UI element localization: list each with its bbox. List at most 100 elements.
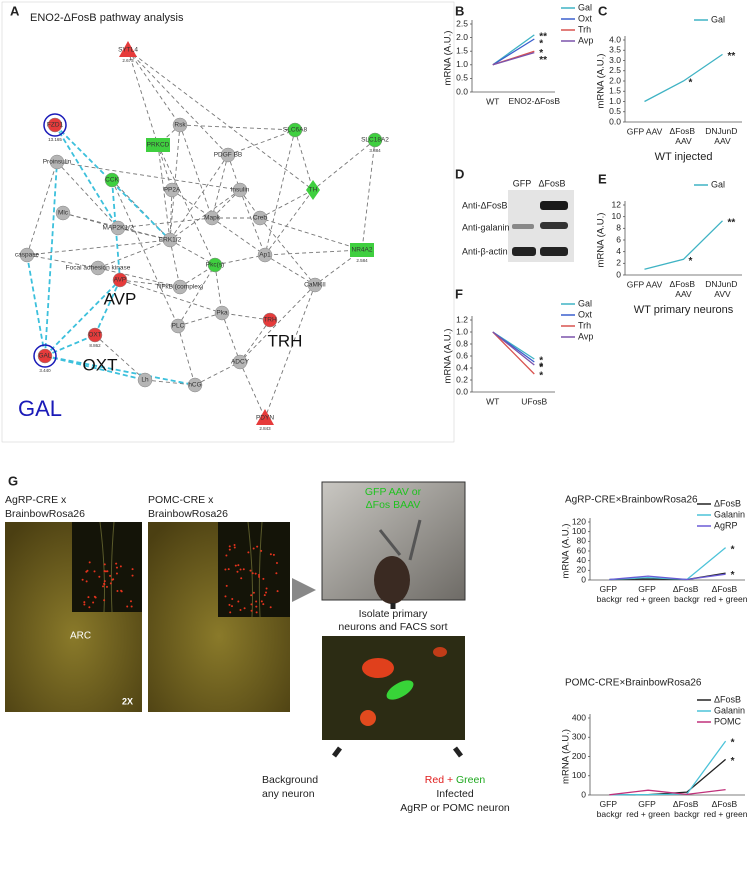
x-tick-label: WT [486, 96, 499, 106]
network-edge [169, 154, 229, 241]
node [146, 138, 170, 152]
red-cell [104, 570, 107, 573]
x-tick-label: ΔFosB red + green [704, 584, 748, 604]
green-label: Green [456, 774, 485, 786]
y-tick-label: 200 [572, 751, 586, 761]
strain-label: BrainbowRosa26 [148, 508, 228, 520]
node [87, 327, 103, 343]
y-axis-label: mRNA (A.U.) [443, 31, 454, 86]
y-tick-label: 0.0 [456, 386, 468, 396]
red-cell [109, 582, 112, 585]
node [232, 354, 248, 370]
outcome-label: Red + Green [425, 774, 486, 786]
node [119, 41, 137, 57]
node [90, 260, 106, 276]
red-cell [112, 578, 115, 581]
mouse [374, 556, 410, 604]
y-tick-label: 300 [572, 732, 586, 742]
x-tick-label: DNJunD AVV [705, 279, 739, 299]
blot-row-label: Anti-β-actin [462, 246, 508, 256]
x-tick-label: ENO2-ΔFosB [509, 96, 561, 106]
node-label: Pka [216, 310, 228, 317]
red-cell [265, 591, 268, 594]
red-cell [224, 595, 227, 598]
y-tick-label: 6 [616, 234, 621, 244]
x-tick-label: GFP AAV [627, 279, 663, 289]
significance: ** [728, 51, 736, 62]
highlight-label: AVP [104, 289, 137, 308]
network-edge [239, 189, 266, 256]
y-tick-label: 1.5 [456, 45, 468, 55]
node [306, 180, 320, 200]
x-tick-label: UFosB [521, 396, 547, 406]
red-cell [236, 570, 239, 573]
network-edge [117, 227, 171, 242]
node [287, 122, 303, 138]
node-label: ERK1/2 [159, 237, 182, 244]
red-cell [269, 606, 272, 609]
node [112, 272, 128, 288]
network: SYTL4 2.673 FZD1 13.165 Rsk PDGF BB SLC6A8 SLC1… [15, 41, 389, 431]
node-label: Lh [141, 377, 149, 384]
red-label: Red + [425, 774, 456, 786]
legend-label: Avp [578, 331, 593, 341]
red-cell [233, 544, 236, 547]
red-cell [224, 568, 227, 571]
node [47, 117, 63, 133]
x-tick-label: GFP red + green [626, 799, 670, 819]
node [307, 277, 323, 293]
significance: * [731, 756, 735, 767]
network-edge [119, 279, 181, 290]
red-cell [130, 605, 133, 608]
y-tick-label: 0.6 [456, 350, 468, 360]
node-label: Mapk [204, 215, 221, 222]
red-cell [83, 603, 86, 606]
red-cell [262, 577, 265, 580]
x-tick-label: WT [486, 396, 499, 406]
node-label: Focal adhesion kinase [66, 265, 131, 272]
blot-band [512, 247, 536, 256]
network-edge [26, 161, 59, 256]
network-edge [157, 144, 216, 266]
red-cell [115, 572, 118, 575]
y-tick-label: 100 [572, 770, 586, 780]
series-line [492, 331, 535, 366]
node-label: Pkc(s) [206, 262, 224, 269]
network-edge [169, 239, 216, 266]
blot-band [540, 201, 568, 210]
red-cell [116, 590, 119, 593]
network-edge [177, 312, 223, 328]
significance: ** [728, 217, 736, 228]
y-tick-label: 40 [577, 555, 587, 565]
red-cell [102, 585, 105, 588]
red-cell [360, 710, 376, 726]
red-cell [131, 568, 134, 571]
legend-label: Galanin [714, 509, 745, 519]
red-cell [250, 603, 253, 606]
legend-label: Gal [711, 14, 725, 24]
region-label: ARC [70, 631, 91, 642]
y-tick-label: 0 [616, 269, 621, 279]
x-tick-label: ΔFosB red + green [704, 799, 748, 819]
red-cell [103, 563, 106, 566]
network-edge [62, 212, 171, 242]
y-tick-label: 60 [577, 545, 587, 555]
red-cell [247, 551, 250, 554]
blot-band [512, 224, 534, 229]
network-edge [239, 361, 266, 419]
node [262, 312, 278, 328]
red-cell [239, 609, 242, 612]
node [256, 409, 274, 425]
significance: * [731, 544, 735, 555]
node-label: PDGF BB [214, 152, 243, 159]
red-cell [233, 546, 236, 549]
node [137, 372, 153, 388]
network-edge-highlight [44, 161, 58, 357]
node-label: PRKCD [147, 142, 170, 149]
network-edge [26, 237, 171, 256]
x-tick-label: GFP backgr [597, 799, 623, 819]
blot-band [540, 222, 568, 229]
panel-letter: C [598, 3, 608, 18]
red-cell [115, 566, 118, 569]
